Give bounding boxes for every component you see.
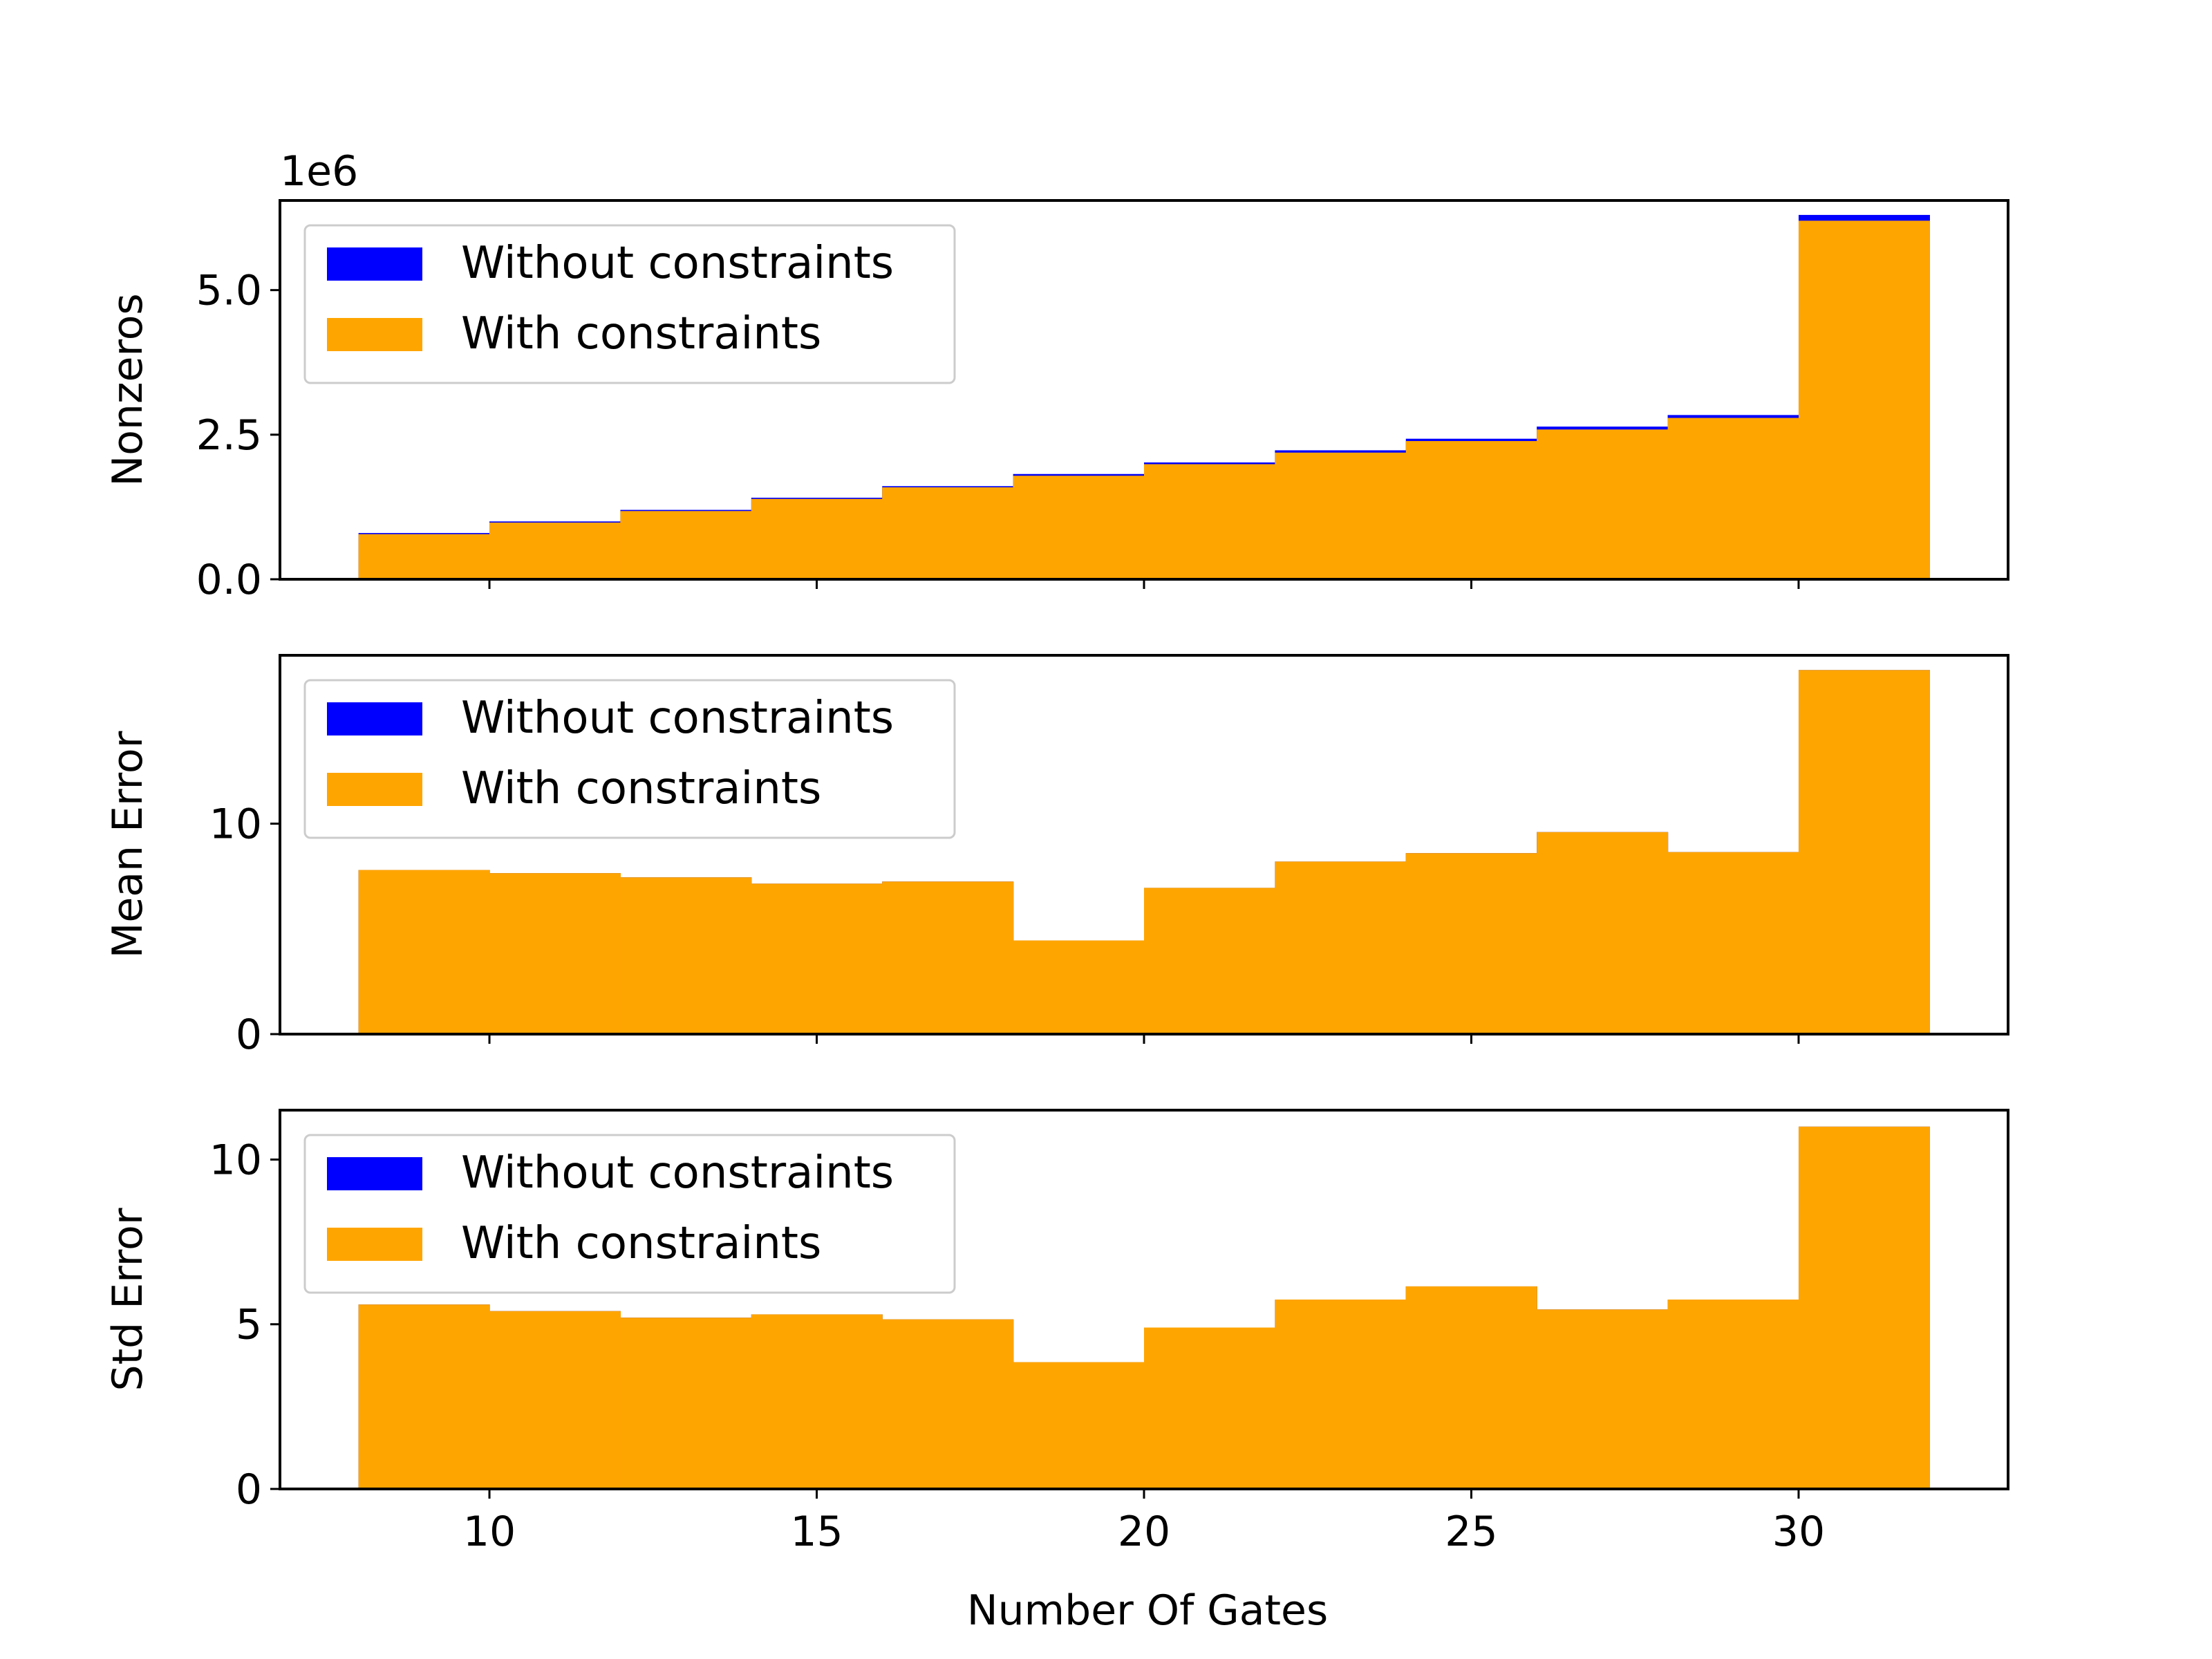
- bar: [1405, 441, 1537, 579]
- bar: [358, 1304, 490, 1489]
- x-tick-label: 25: [1445, 1508, 1497, 1556]
- panel-2: 0 10 Mean Error Without constraints With con…: [104, 654, 2009, 1059]
- legend-label: Without constraints: [461, 1147, 894, 1199]
- panel-2-bars: [358, 670, 1930, 1034]
- bar: [620, 877, 752, 1034]
- series-with-constraints: [358, 670, 1930, 1034]
- legend-label: Without constraints: [461, 238, 894, 289]
- panel-1-legend: Without constraints With constraints: [303, 224, 956, 384]
- y-axis-label: Nonzeros: [104, 293, 152, 486]
- panel-3-bars: [358, 1126, 1930, 1489]
- bar: [1667, 852, 1799, 1034]
- bar: [620, 1318, 752, 1489]
- bar: [1144, 888, 1275, 1034]
- legend-swatch: [327, 318, 422, 351]
- bar: [1798, 1126, 1930, 1489]
- x-tick-label: 30: [1772, 1508, 1825, 1556]
- y-tick-label: 0.0: [196, 556, 262, 604]
- x-tick-label: 15: [790, 1508, 843, 1556]
- y-tick-label: 10: [209, 1136, 262, 1184]
- bar: [1405, 1286, 1537, 1489]
- bar: [1013, 940, 1145, 1034]
- bar: [1667, 418, 1799, 579]
- panel-3: 0 5 10 10 15 20 25 30 Std Error Without constrain…: [104, 1109, 2009, 1556]
- bar: [1013, 1362, 1145, 1489]
- bar: [358, 534, 490, 579]
- bar: [1667, 1300, 1799, 1489]
- bar: [1275, 1300, 1407, 1489]
- bar: [489, 873, 621, 1034]
- panel-3-legend: Without constraints With constraints: [303, 1134, 956, 1294]
- legend-swatch: [327, 1157, 422, 1190]
- bar: [620, 511, 752, 579]
- y-axis-label: Mean Error: [104, 731, 152, 958]
- bar: [882, 881, 1014, 1034]
- series-with-constraints: [358, 221, 1930, 579]
- bar: [751, 883, 883, 1034]
- legend-label: With constraints: [461, 308, 821, 359]
- bar: [1537, 1309, 1669, 1489]
- bar: [1537, 832, 1669, 1034]
- y-tick-label: 10: [209, 800, 262, 849]
- y-tick-label: 0: [236, 1465, 262, 1514]
- bar: [1144, 1327, 1275, 1489]
- bar: [1144, 464, 1275, 579]
- y-tick-label: 2.5: [196, 411, 262, 460]
- y-axis-scale-label: 1e6: [280, 147, 358, 196]
- y-tick-label: 0: [236, 1011, 262, 1059]
- legend-frame: [303, 679, 956, 839]
- bar: [1275, 452, 1407, 579]
- bar: [1405, 853, 1537, 1034]
- legend-label: Without constraints: [461, 693, 894, 744]
- legend-frame: [303, 224, 956, 384]
- bar: [1537, 429, 1669, 579]
- bar: [882, 487, 1014, 579]
- y-axis-label: Std Error: [104, 1208, 152, 1391]
- y-tick-label: 5: [236, 1301, 262, 1349]
- x-axis-label: Number Of Gates: [967, 1586, 1328, 1635]
- x-tick-label: 20: [1118, 1508, 1170, 1556]
- bar: [1798, 221, 1930, 579]
- panel-1-bars: [358, 214, 1930, 579]
- x-tick-label: 10: [463, 1508, 516, 1556]
- bar: [1275, 861, 1407, 1034]
- legend-swatch: [327, 773, 422, 806]
- legend-swatch: [327, 1228, 422, 1261]
- legend-swatch: [327, 702, 422, 735]
- bar: [358, 870, 490, 1034]
- legend-label: With constraints: [461, 1218, 821, 1269]
- legend-swatch: [327, 247, 422, 281]
- panel-2-legend: Without constraints With constraints: [303, 679, 956, 839]
- legend-label: With constraints: [461, 763, 821, 814]
- bar: [489, 1311, 621, 1489]
- bar: [751, 1314, 883, 1489]
- legend-frame: [303, 1134, 956, 1294]
- bar: [1013, 476, 1145, 579]
- y-tick-label: 5.0: [196, 267, 262, 315]
- bar: [489, 523, 621, 579]
- bar: [1798, 670, 1930, 1034]
- series-with-constraints: [358, 1126, 1930, 1489]
- bar: [751, 498, 883, 579]
- bar: [882, 1319, 1014, 1489]
